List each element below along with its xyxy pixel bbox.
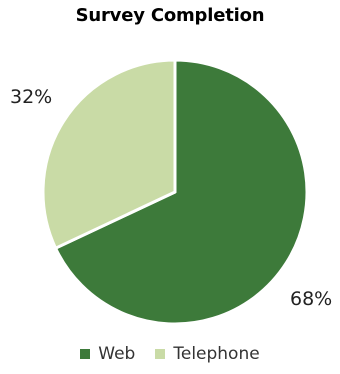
legend-item-telephone: Telephone [155,344,260,364]
chart-title: Survey Completion [75,5,265,26]
legend-item-web: Web [80,344,135,364]
legend-label-web: Web [98,344,136,364]
data-label-web: 68% [290,288,332,310]
legend-swatch-telephone [155,349,166,359]
pie-slice-telephone [41,58,177,250]
legend-label-telephone: Telephone [173,344,260,364]
data-label-telephone: 32% [10,86,52,108]
chart-legend: Web Telephone [0,344,340,364]
pie-slice-web [54,58,309,326]
legend-swatch-web [80,349,91,359]
